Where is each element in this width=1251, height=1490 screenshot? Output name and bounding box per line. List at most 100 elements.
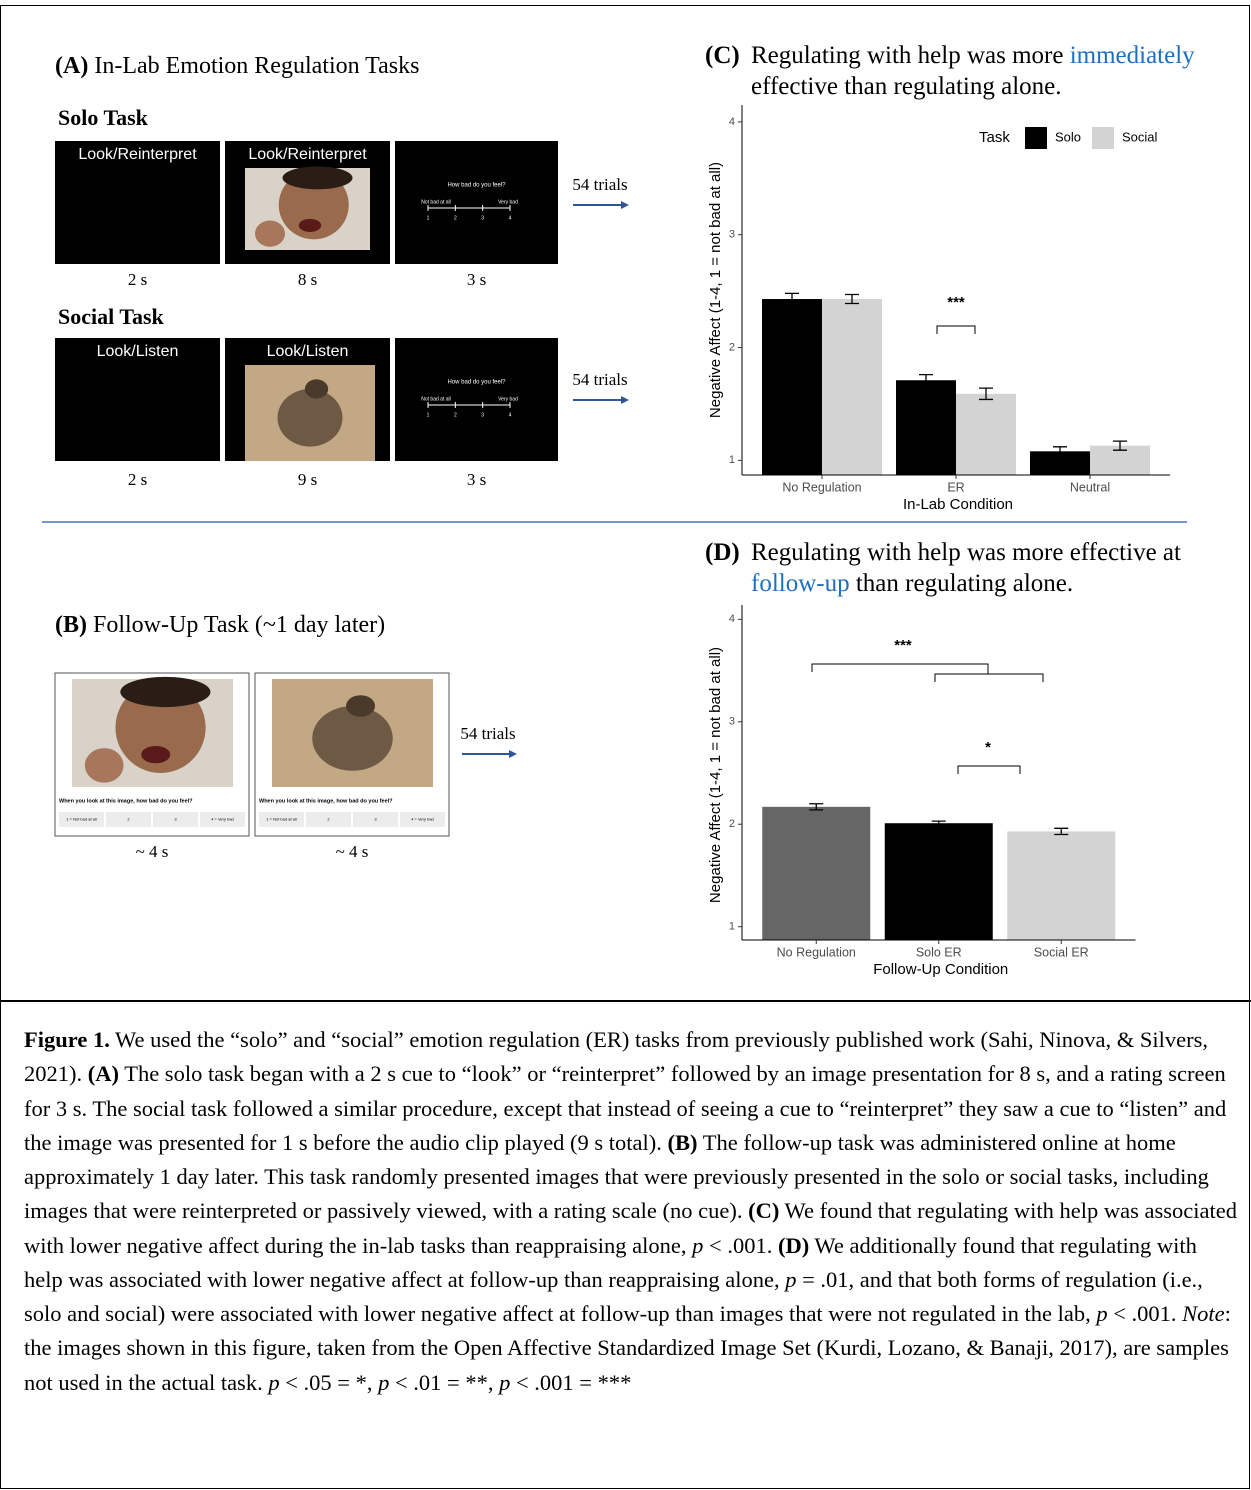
chart-label: (C) [705, 42, 740, 69]
caption-text: p [785, 1266, 797, 1292]
panel-label: (B) [55, 612, 87, 638]
rating-point: 1 [427, 412, 430, 418]
legend-title: Task [979, 129, 1010, 146]
caption-text: p [268, 1369, 280, 1395]
option-button [200, 812, 245, 827]
caption-text: p [378, 1369, 390, 1395]
bar [762, 806, 871, 940]
panel-b-title: (B) Follow-Up Task (~1 day later) [55, 612, 385, 638]
y-tick-label: 4 [729, 116, 735, 128]
caption-text: (C) [748, 1198, 780, 1224]
caption-text: : the images shown in this figure, taken… [24, 1301, 1231, 1395]
bar [1007, 831, 1116, 940]
x-tick-label: Solo ER [916, 945, 962, 959]
caption-text: (A) [87, 1061, 119, 1087]
figure: (A) In-Lab Emotion Regulation Tasks (B) Fo… [42, 53, 1187, 978]
caption-text: Figure 1. [24, 1027, 110, 1052]
duration: 9 s [298, 470, 317, 489]
chart-title: (C) Regulating with help was more immedia… [705, 40, 1225, 102]
rating-point: 1 [427, 215, 430, 221]
duration: 2 s [128, 270, 147, 289]
figure-frame [0, 5, 1250, 1489]
rating-question: How bad do you feel? [447, 183, 506, 189]
error-bar [979, 387, 993, 401]
arrow-head [621, 396, 629, 404]
chart-title-text: immediately [1069, 42, 1195, 69]
error-bar [1054, 827, 1069, 836]
legend-swatch [1092, 127, 1114, 149]
error-bar [809, 803, 824, 811]
option-text: 2 [127, 817, 130, 822]
option-text: 2 [327, 817, 330, 822]
cue-text: Look/Reinterpret [78, 146, 197, 163]
task-title: Solo Task [58, 105, 149, 130]
option-text: 1 = Not bad at all [266, 817, 296, 822]
option-text: 3 [174, 817, 177, 822]
y-tick-label: 1 [729, 921, 735, 933]
caption-text: p [692, 1232, 704, 1258]
rating-question: How bad do you feel? [447, 380, 506, 386]
caption-text: < .001. [1107, 1301, 1183, 1326]
task-title: Social Task [58, 304, 165, 329]
panel-a-title: (A) In-Lab Emotion Regulation Tasks [55, 53, 420, 79]
photo-hand [255, 220, 285, 247]
option-button [59, 812, 104, 827]
card-question: When you look at this image, how bad do … [259, 798, 393, 804]
photo-mouth [298, 218, 322, 232]
photo-figure [312, 706, 393, 771]
panel-label: (A) [55, 53, 88, 79]
rating-low: Not bad at all [421, 396, 450, 402]
bar [762, 299, 822, 475]
photo-hair [120, 676, 211, 708]
y-tick-label: 4 [729, 613, 735, 625]
rating-point: 2 [454, 412, 457, 418]
rating-high: Very bad [498, 199, 518, 205]
bar [884, 823, 993, 940]
caption-text: < .01 = **, [389, 1369, 500, 1395]
error-bar [785, 292, 799, 306]
option-button [353, 812, 398, 827]
chart-title-text: than regulating alone. [849, 570, 1074, 597]
option-button [153, 812, 198, 827]
bar [896, 380, 956, 475]
panel-title: Follow-Up Task (~1 day later) [93, 612, 385, 638]
x-tick-label: Social ER [1034, 945, 1089, 959]
caption-text: p [499, 1369, 511, 1395]
duration: 2 s [128, 470, 147, 489]
card-question: When you look at this image, how bad do … [59, 798, 193, 804]
screen [55, 338, 220, 461]
significance: * [985, 739, 991, 756]
rating-point: 2 [454, 215, 457, 221]
cue-text: Look/Listen [97, 343, 179, 360]
caption-text: The solo task began with a 2 s cue to “l… [24, 1061, 1227, 1155]
caption-text: We additionally found that regulating wi… [24, 1232, 1197, 1292]
option-text: 3 [374, 817, 377, 822]
y-tick-label: 1 [729, 454, 735, 466]
y-tick-label: 2 [729, 818, 735, 830]
duration: ~ 4 s [136, 842, 169, 861]
caption: Figure 1. We used the “solo” and “social… [24, 1023, 1238, 1400]
y-axis-title: Negative Affect (1-4, 1 = not bad at all… [707, 647, 724, 903]
photo-hair [282, 166, 353, 190]
significance-bracket [957, 765, 1021, 774]
chart-title-text: follow-up [751, 570, 850, 597]
arrow-head [509, 750, 517, 758]
option-button [106, 812, 151, 827]
arrow-head [621, 201, 629, 209]
x-tick-label: No Regulation [777, 945, 856, 959]
rating-point: 3 [481, 215, 484, 221]
chart-title: (D) Regulating with help was more effecti… [705, 537, 1225, 599]
duration: ~ 4 s [336, 842, 369, 861]
error-bar [1113, 440, 1127, 451]
option-button [306, 812, 351, 827]
rating-high: Very bad [498, 396, 518, 402]
trials: 54 trials [572, 370, 627, 389]
caption-text: The follow-up task was administered onli… [24, 1129, 1209, 1224]
bar [1030, 451, 1090, 475]
x-axis-title: In-Lab Condition [903, 496, 1013, 513]
bar [822, 299, 882, 475]
caption-text: < .001 = *** [510, 1369, 632, 1395]
y-axis-title: Negative Affect (1-4, 1 = not bad at all… [707, 162, 724, 418]
photo-mouth [141, 745, 171, 764]
